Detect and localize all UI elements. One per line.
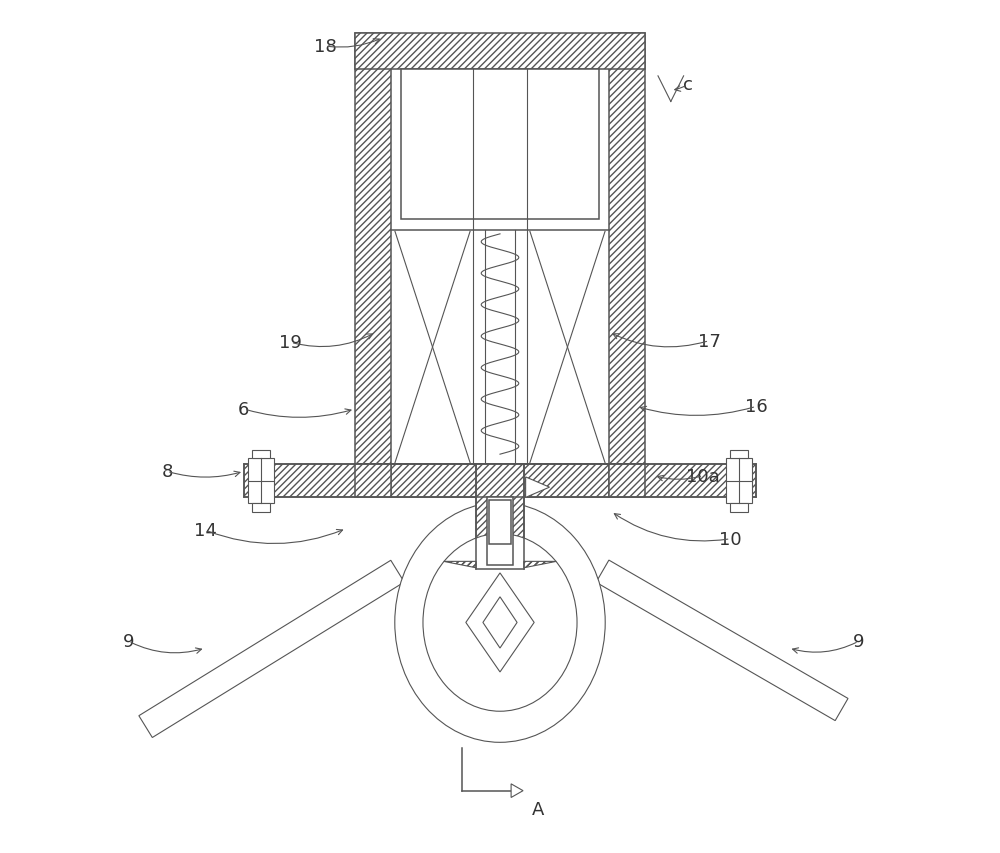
Bar xyxy=(609,34,645,465)
Text: 14: 14 xyxy=(194,521,217,540)
Text: 19: 19 xyxy=(279,334,302,352)
Bar xyxy=(355,34,645,70)
Bar xyxy=(489,501,511,544)
Bar xyxy=(355,465,391,497)
Bar xyxy=(726,459,752,503)
Text: 10a: 10a xyxy=(686,467,720,485)
Bar xyxy=(248,459,274,503)
Bar xyxy=(487,497,513,566)
Bar xyxy=(355,465,391,497)
Polygon shape xyxy=(524,561,556,568)
Bar xyxy=(391,465,609,497)
Polygon shape xyxy=(139,560,404,738)
Text: 9: 9 xyxy=(123,632,134,651)
Polygon shape xyxy=(596,560,848,721)
Ellipse shape xyxy=(423,534,577,711)
Text: c: c xyxy=(683,76,693,95)
Bar xyxy=(252,503,270,512)
Text: 10: 10 xyxy=(719,530,742,548)
Polygon shape xyxy=(511,784,523,798)
Bar xyxy=(252,450,270,459)
Text: A: A xyxy=(532,799,545,818)
Bar xyxy=(244,465,756,497)
Bar xyxy=(609,465,645,497)
Bar xyxy=(609,465,645,497)
Text: 16: 16 xyxy=(745,397,768,416)
Bar xyxy=(476,465,524,570)
Text: 17: 17 xyxy=(698,332,721,351)
Text: 18: 18 xyxy=(314,38,336,56)
Polygon shape xyxy=(466,573,534,672)
Bar xyxy=(730,503,748,512)
Bar xyxy=(730,450,748,459)
Bar xyxy=(355,34,645,70)
Text: 8: 8 xyxy=(161,462,173,481)
Bar xyxy=(355,34,391,465)
Text: 6: 6 xyxy=(238,400,249,419)
Text: 11: 11 xyxy=(514,688,537,707)
Bar xyxy=(401,70,599,220)
Bar xyxy=(476,465,524,570)
Polygon shape xyxy=(483,597,517,648)
Bar xyxy=(609,34,645,465)
Bar xyxy=(244,465,756,497)
Bar xyxy=(355,34,391,465)
Bar xyxy=(391,465,609,497)
Text: 9: 9 xyxy=(853,632,864,651)
Polygon shape xyxy=(444,561,476,568)
Polygon shape xyxy=(526,478,550,498)
Ellipse shape xyxy=(395,503,605,742)
